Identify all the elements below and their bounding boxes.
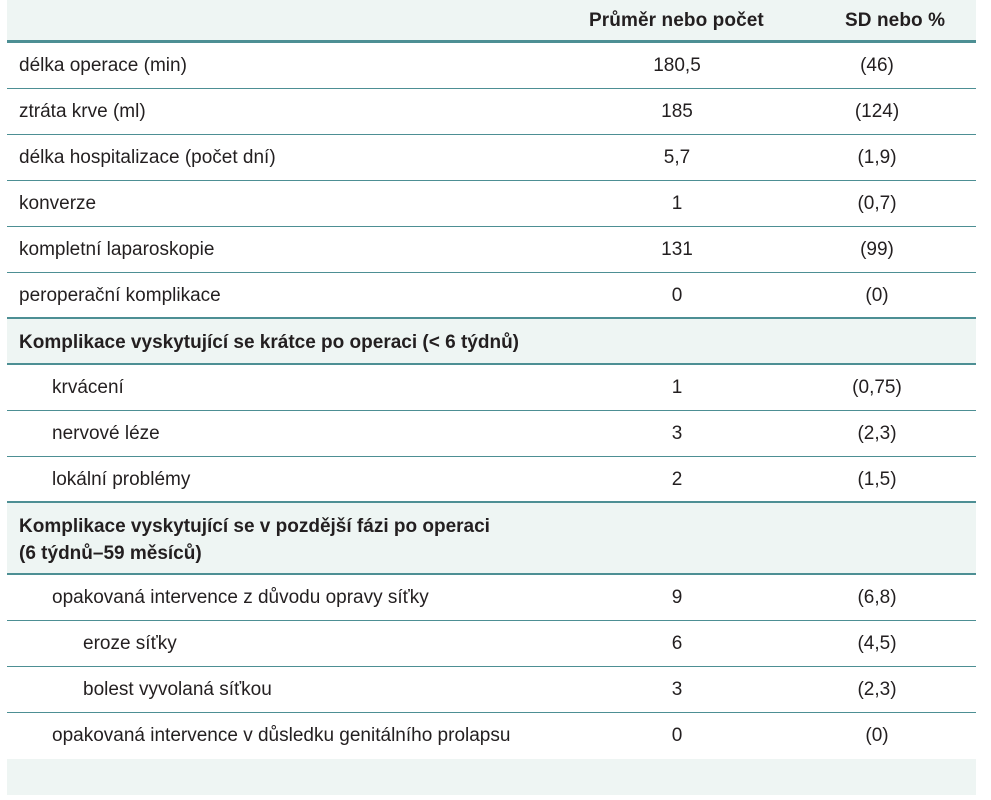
row-sd: (2,3) xyxy=(857,679,897,700)
table-row: opakovaná intervence v důsledku genitáln… xyxy=(7,713,976,759)
row-sd: (6,8) xyxy=(857,587,897,608)
row-label: ztráta krve (ml) xyxy=(19,101,146,122)
column-header-mean: Průměr nebo počet xyxy=(589,10,764,31)
row-mean: 3 xyxy=(671,679,683,700)
row-mean: 3 xyxy=(671,423,683,444)
row-mean: 1 xyxy=(671,377,683,398)
row-label: bolest vyvolaná síťkou xyxy=(83,679,272,700)
table-row: kompletní laparoskopie 131 (99) xyxy=(7,227,976,273)
results-table: Průměr nebo počet SD nebo % délka operac… xyxy=(7,0,976,795)
row-mean: 0 xyxy=(671,725,683,746)
table-row: nervové léze 3 (2,3) xyxy=(7,411,976,457)
row-label: kompletní laparoskopie xyxy=(19,239,215,260)
section-header-late-complications: Komplikace vyskytující se v pozdější fáz… xyxy=(7,503,976,575)
section-header-early-complications: Komplikace vyskytující se krátce po oper… xyxy=(7,319,976,365)
row-label: nervové léze xyxy=(52,423,160,444)
row-sd: (4,5) xyxy=(857,633,897,654)
table-header: Průměr nebo počet SD nebo % xyxy=(7,0,976,43)
row-mean: 131 xyxy=(661,239,693,260)
row-label: délka hospitalizace (počet dní) xyxy=(19,147,276,168)
row-label: peroperační komplikace xyxy=(19,285,221,306)
row-sd: (0) xyxy=(865,285,889,306)
table-row: délka hospitalizace (počet dní) 5,7 (1,9… xyxy=(7,135,976,181)
table-row: eroze síťky 6 (4,5) xyxy=(7,621,976,667)
row-mean: 1 xyxy=(671,193,683,214)
row-mean: 0 xyxy=(671,285,683,306)
row-mean: 5,7 xyxy=(663,147,691,168)
row-mean: 6 xyxy=(671,633,683,654)
row-label: lokální problémy xyxy=(52,469,191,490)
row-sd: (0) xyxy=(865,725,889,746)
row-sd: (124) xyxy=(854,101,900,122)
table-row: délka operace (min) 180,5 (46) xyxy=(7,43,976,89)
row-mean: 9 xyxy=(671,587,683,608)
row-label: eroze síťky xyxy=(83,633,177,654)
section-title-line2: (6 týdnů–59 měsíců) xyxy=(19,543,202,564)
section-title: Komplikace vyskytující se v pozdější fáz… xyxy=(19,513,579,567)
table-row: peroperační komplikace 0 (0) xyxy=(7,273,976,319)
row-label: konverze xyxy=(19,193,97,214)
row-label: délka operace (min) xyxy=(19,55,187,76)
row-sd: (46) xyxy=(860,55,894,76)
table-row: krvácení 1 (0,75) xyxy=(7,365,976,411)
row-sd: (99) xyxy=(860,239,894,260)
section-title-line1: Komplikace vyskytující se v pozdější fáz… xyxy=(19,516,490,537)
row-mean: 185 xyxy=(661,101,693,122)
table-row: opakovaná intervence z důvodu opravy síť… xyxy=(7,575,976,621)
row-sd: (1,5) xyxy=(857,469,897,490)
table-row: konverze 1 (0,7) xyxy=(7,181,976,227)
row-sd: (0,75) xyxy=(852,377,902,398)
row-sd: (1,9) xyxy=(857,147,897,168)
row-label: opakovaná intervence z důvodu opravy síť… xyxy=(52,587,429,608)
table-row: bolest vyvolaná síťkou 3 (2,3) xyxy=(7,667,976,713)
row-label: opakovaná intervence v důsledku genitáln… xyxy=(52,725,511,746)
row-sd: (0,7) xyxy=(857,193,897,214)
table-row: lokální problémy 2 (1,5) xyxy=(7,457,976,503)
table-row: ztráta krve (ml) 185 (124) xyxy=(7,89,976,135)
row-mean: 2 xyxy=(671,469,683,490)
section-title: Komplikace vyskytující se krátce po oper… xyxy=(19,332,520,353)
row-label: krvácení xyxy=(52,377,124,398)
row-mean: 180,5 xyxy=(653,55,701,76)
row-sd: (2,3) xyxy=(857,423,897,444)
column-header-sd: SD nebo % xyxy=(845,10,946,31)
